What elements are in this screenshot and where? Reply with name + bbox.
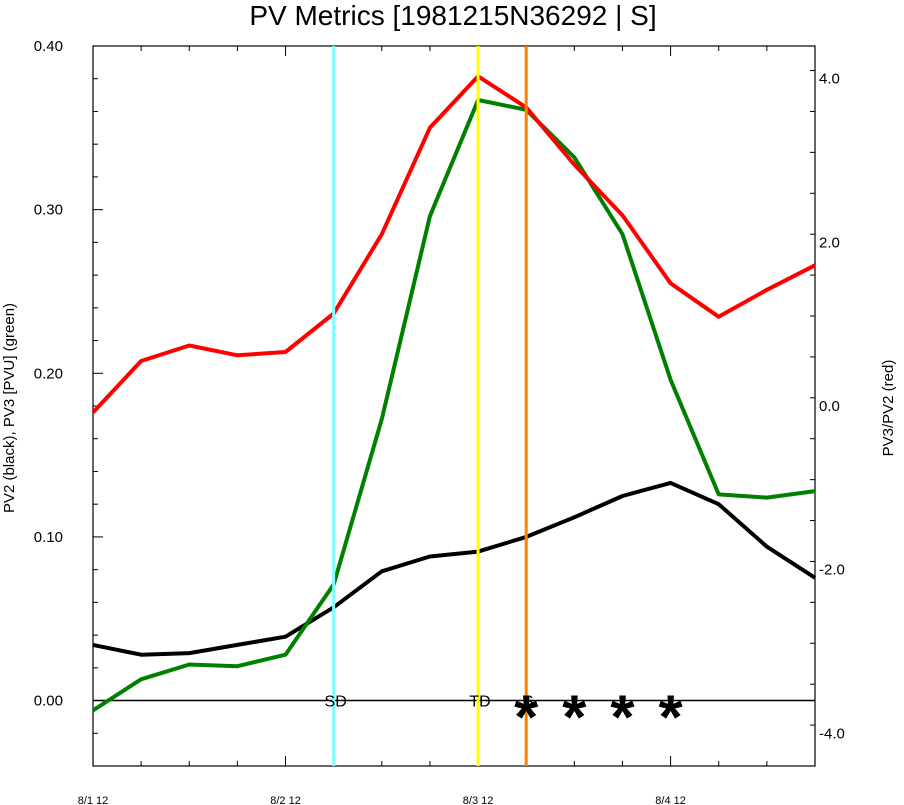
- x-tick-label: 8/4 12: [655, 795, 686, 805]
- chart-title: PV Metrics [1981215N36292 | S]: [249, 0, 656, 31]
- y-tick-label-right: 2.0: [819, 234, 840, 251]
- y-tick-label-left: 0.30: [34, 202, 63, 219]
- y-tick-label-right: 4.0: [819, 71, 840, 88]
- plot-area: 0.00 0.10 0.20 0.30 0.40 -4.0 -2.0 0.0 2.0 4.0 8/1…: [34, 38, 845, 805]
- event-label-td: TD: [469, 694, 490, 711]
- star-marker: *: [659, 684, 684, 753]
- event-label-s: S: [523, 694, 534, 711]
- series-line-pv2-black: [92, 480, 817, 657]
- star-marker: *: [610, 684, 635, 753]
- x-tick-label: 8/2 12: [270, 795, 301, 805]
- star-marker: *: [562, 684, 587, 753]
- x-tick-label: 8/1 12: [78, 795, 109, 805]
- x-tick-label: 8/3 12: [463, 795, 494, 805]
- y-tick-label-left: 0.20: [34, 365, 63, 382]
- y-axis-label-right: PV3/PV2 (red): [880, 360, 897, 457]
- y-tick-label-left: 0.10: [34, 529, 63, 546]
- star-marker: *: [514, 684, 539, 753]
- event-label-sd: SD: [325, 694, 347, 711]
- y-tick-label-right: 0.0: [819, 398, 840, 415]
- y-axis-label-left: PV2 (black), PV3 [PVU] (green): [1, 303, 18, 513]
- y-tick-label-right: -2.0: [819, 562, 845, 579]
- series-line-ratio-red: [91, 74, 816, 414]
- y-tick-label-right: -4.0: [819, 725, 845, 742]
- y-tick-label-left: 0.00: [34, 693, 63, 710]
- series-line-pv3-green: [91, 98, 816, 713]
- y-tick-label-left: 0.40: [34, 38, 63, 55]
